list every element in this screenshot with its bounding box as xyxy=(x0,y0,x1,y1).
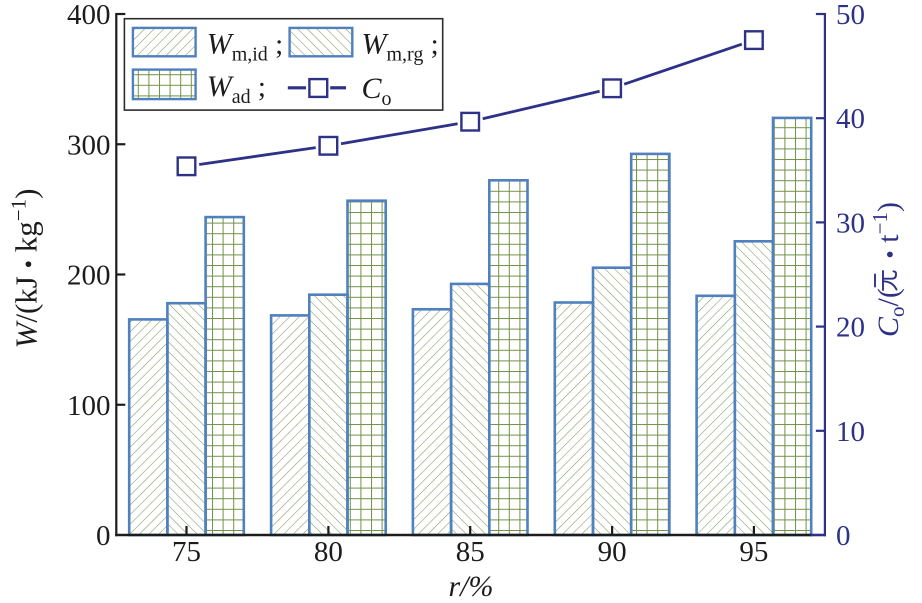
svg-text:40: 40 xyxy=(836,103,865,135)
svg-text:80: 80 xyxy=(314,536,343,568)
svg-text:r/%: r/% xyxy=(449,570,494,603)
svg-text:10: 10 xyxy=(836,416,865,448)
svg-text:20: 20 xyxy=(836,312,865,344)
svg-text:Wad ;: Wad ; xyxy=(207,70,266,108)
svg-text:200: 200 xyxy=(67,260,111,292)
svg-text:90: 90 xyxy=(598,536,627,568)
svg-text:50: 50 xyxy=(836,0,865,31)
svg-text:100: 100 xyxy=(67,390,111,422)
svg-text:0: 0 xyxy=(96,520,111,552)
svg-text:400: 400 xyxy=(67,0,111,31)
svg-text:300: 300 xyxy=(67,129,111,161)
svg-text:0: 0 xyxy=(836,520,851,552)
svg-text:75: 75 xyxy=(172,536,201,568)
svg-text:30: 30 xyxy=(836,207,865,239)
svg-text:85: 85 xyxy=(456,536,485,568)
svg-text:Co: Co xyxy=(362,72,392,110)
svg-text:95: 95 xyxy=(739,536,768,568)
svg-text:Wm,id ;: Wm,id ; xyxy=(207,28,283,66)
svg-text:Wm,rg ;: Wm,rg ; xyxy=(362,28,439,66)
